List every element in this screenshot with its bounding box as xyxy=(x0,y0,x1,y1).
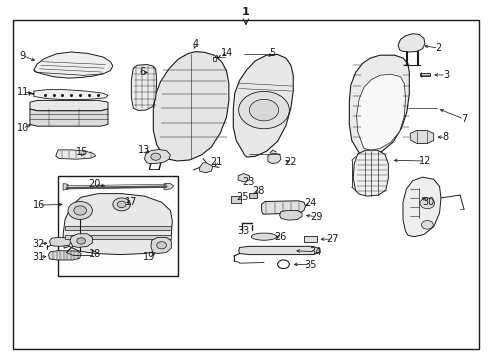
Text: 26: 26 xyxy=(273,232,285,242)
Polygon shape xyxy=(163,184,173,190)
Polygon shape xyxy=(153,51,228,161)
Polygon shape xyxy=(348,55,408,155)
Circle shape xyxy=(77,238,85,244)
Polygon shape xyxy=(30,109,108,126)
Text: 35: 35 xyxy=(304,260,316,270)
Circle shape xyxy=(249,99,278,121)
Polygon shape xyxy=(131,64,157,111)
Text: 22: 22 xyxy=(284,157,297,167)
Polygon shape xyxy=(402,177,440,237)
Circle shape xyxy=(117,201,126,208)
Circle shape xyxy=(157,242,166,249)
Text: 1: 1 xyxy=(242,7,249,17)
Polygon shape xyxy=(356,74,405,150)
Polygon shape xyxy=(352,150,387,196)
Polygon shape xyxy=(48,251,81,260)
Text: 9: 9 xyxy=(20,50,26,60)
Circle shape xyxy=(421,221,432,229)
Text: 15: 15 xyxy=(76,147,89,157)
Text: 33: 33 xyxy=(237,226,249,236)
Text: 12: 12 xyxy=(418,156,430,166)
Polygon shape xyxy=(63,194,172,255)
Polygon shape xyxy=(409,131,433,143)
Polygon shape xyxy=(151,237,171,253)
Text: 2: 2 xyxy=(434,43,441,53)
Polygon shape xyxy=(279,211,302,220)
Polygon shape xyxy=(233,54,293,157)
Polygon shape xyxy=(65,234,171,239)
Polygon shape xyxy=(213,57,216,61)
Text: 21: 21 xyxy=(210,157,223,167)
Text: 6: 6 xyxy=(139,67,145,77)
Text: 31: 31 xyxy=(33,252,45,262)
Circle shape xyxy=(74,206,86,215)
Polygon shape xyxy=(238,246,320,255)
Circle shape xyxy=(113,198,130,211)
Text: 24: 24 xyxy=(304,198,316,208)
Text: 25: 25 xyxy=(235,192,248,202)
Text: 5: 5 xyxy=(269,48,275,58)
Polygon shape xyxy=(34,90,108,100)
Polygon shape xyxy=(70,234,92,247)
Polygon shape xyxy=(419,73,429,76)
Text: 29: 29 xyxy=(310,212,322,221)
Text: 16: 16 xyxy=(33,200,45,210)
Polygon shape xyxy=(144,149,170,163)
Circle shape xyxy=(238,91,289,129)
Text: 17: 17 xyxy=(125,197,137,207)
Text: 10: 10 xyxy=(17,123,29,133)
Circle shape xyxy=(419,198,434,209)
Polygon shape xyxy=(397,34,424,52)
Polygon shape xyxy=(261,201,305,214)
Text: 34: 34 xyxy=(308,247,321,257)
Polygon shape xyxy=(267,153,281,163)
Text: 14: 14 xyxy=(221,48,233,58)
Polygon shape xyxy=(30,100,108,111)
Polygon shape xyxy=(249,193,256,198)
Circle shape xyxy=(68,202,92,220)
Ellipse shape xyxy=(251,233,276,240)
Text: 7: 7 xyxy=(460,114,466,124)
Text: 3: 3 xyxy=(442,70,448,80)
Polygon shape xyxy=(199,163,212,173)
Text: 11: 11 xyxy=(17,87,29,97)
Polygon shape xyxy=(65,226,171,230)
Polygon shape xyxy=(49,237,71,246)
Polygon shape xyxy=(230,196,240,203)
Text: 20: 20 xyxy=(88,179,101,189)
Polygon shape xyxy=(238,174,249,182)
Text: 13: 13 xyxy=(138,144,150,154)
Polygon shape xyxy=(56,150,96,159)
Text: 4: 4 xyxy=(192,39,199,49)
Polygon shape xyxy=(304,236,316,242)
Bar xyxy=(58,176,177,276)
Circle shape xyxy=(151,153,160,160)
Text: 28: 28 xyxy=(251,186,264,196)
Text: 27: 27 xyxy=(325,234,338,244)
Text: 8: 8 xyxy=(442,132,448,142)
Text: 18: 18 xyxy=(88,249,101,259)
Polygon shape xyxy=(63,184,68,190)
Polygon shape xyxy=(34,52,113,78)
Text: 19: 19 xyxy=(143,252,155,262)
Text: 32: 32 xyxy=(33,239,45,249)
Text: 23: 23 xyxy=(242,177,254,187)
Circle shape xyxy=(277,260,289,269)
Text: 30: 30 xyxy=(422,197,434,207)
